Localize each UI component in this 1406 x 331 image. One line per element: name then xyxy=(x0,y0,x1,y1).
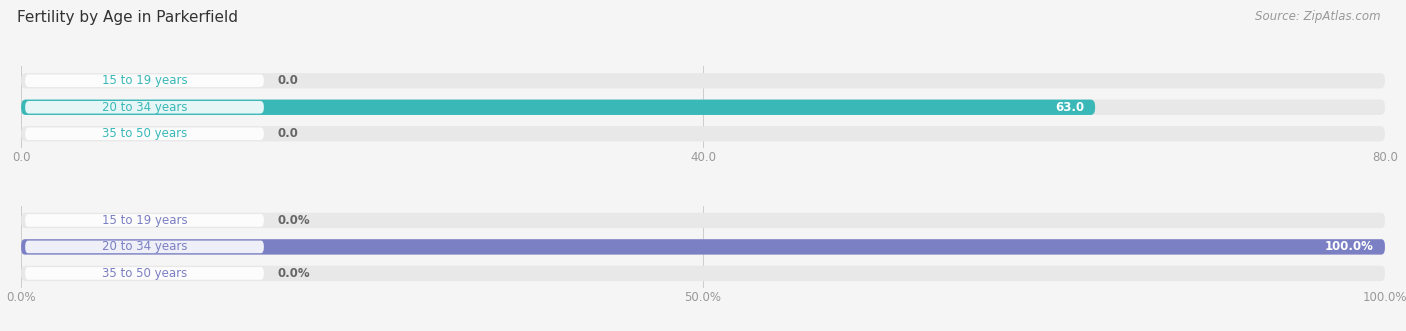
Text: 20 to 34 years: 20 to 34 years xyxy=(101,240,187,254)
FancyBboxPatch shape xyxy=(25,241,264,253)
FancyBboxPatch shape xyxy=(21,266,1385,281)
Text: 0.0: 0.0 xyxy=(277,127,298,140)
Text: 0.0%: 0.0% xyxy=(277,214,311,227)
FancyBboxPatch shape xyxy=(21,100,1385,115)
FancyBboxPatch shape xyxy=(25,127,264,140)
Text: Fertility by Age in Parkerfield: Fertility by Age in Parkerfield xyxy=(17,10,238,25)
Text: 0.0%: 0.0% xyxy=(277,267,311,280)
Text: 20 to 34 years: 20 to 34 years xyxy=(101,101,187,114)
Text: Source: ZipAtlas.com: Source: ZipAtlas.com xyxy=(1256,10,1381,23)
FancyBboxPatch shape xyxy=(21,100,1095,115)
FancyBboxPatch shape xyxy=(21,213,1385,228)
FancyBboxPatch shape xyxy=(21,239,1385,255)
Text: 100.0%: 100.0% xyxy=(1324,240,1374,254)
Text: 35 to 50 years: 35 to 50 years xyxy=(101,267,187,280)
FancyBboxPatch shape xyxy=(21,126,1385,141)
FancyBboxPatch shape xyxy=(25,101,264,114)
Text: 35 to 50 years: 35 to 50 years xyxy=(101,127,187,140)
FancyBboxPatch shape xyxy=(25,214,264,227)
Text: 15 to 19 years: 15 to 19 years xyxy=(101,74,187,87)
Text: 63.0: 63.0 xyxy=(1054,101,1084,114)
FancyBboxPatch shape xyxy=(25,74,264,87)
FancyBboxPatch shape xyxy=(25,267,264,280)
Text: 0.0: 0.0 xyxy=(277,74,298,87)
Text: 15 to 19 years: 15 to 19 years xyxy=(101,214,187,227)
FancyBboxPatch shape xyxy=(21,239,1385,255)
FancyBboxPatch shape xyxy=(21,73,1385,88)
